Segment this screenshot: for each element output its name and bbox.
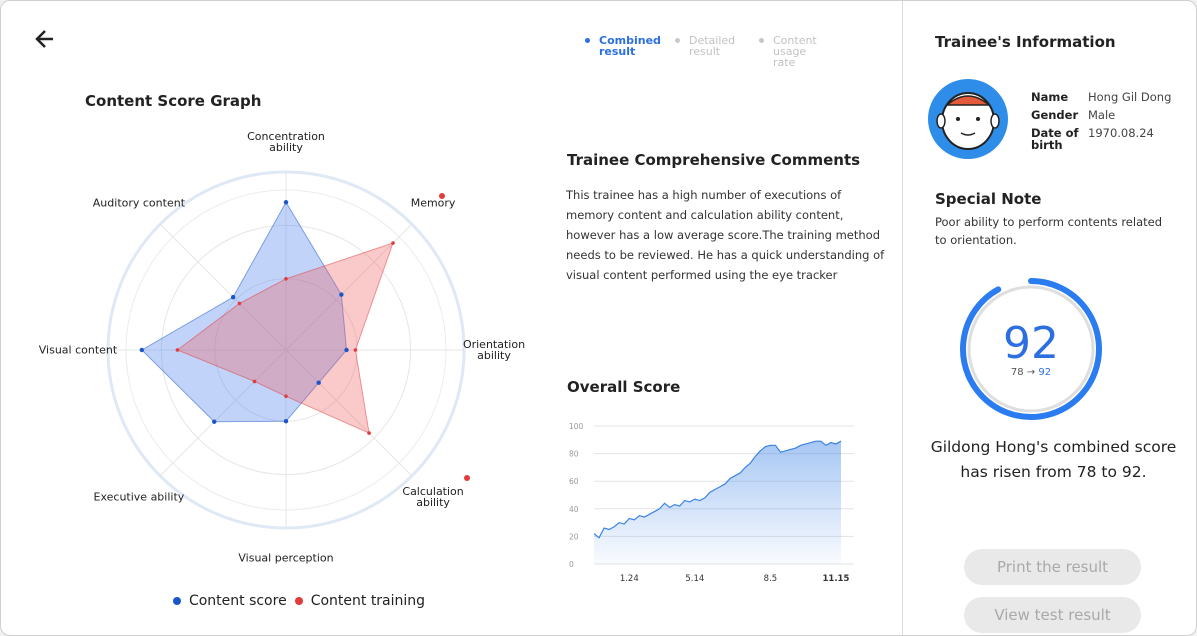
tab-dot — [675, 38, 680, 43]
info-value: 1970.08.24 — [1088, 127, 1154, 151]
radar-point — [354, 348, 358, 352]
radar-point — [284, 419, 288, 423]
legend-item: Content training — [295, 591, 425, 611]
info-title: Trainee's Information — [935, 33, 1116, 51]
page: 0 20 40 60 80 100 1.24 5.14 8.5 11.15 Content Sco… — [0, 0, 1197, 636]
tab[interactable]: Detailed result — [689, 35, 747, 57]
legend-label: Content training — [311, 591, 425, 611]
info-label: Name — [1031, 91, 1088, 103]
legend-dot — [295, 597, 303, 605]
score-to: 92 — [1038, 367, 1051, 378]
legend: Content score Content training — [1, 591, 597, 611]
y-tick-label: 80 — [569, 450, 579, 459]
radar-point — [317, 381, 321, 385]
x-tick-label: 8.5 — [764, 574, 778, 584]
score-change: 78 → 92 — [981, 367, 1081, 378]
legend-item: Content score — [173, 591, 287, 611]
y-tick-label: 60 — [569, 477, 579, 486]
radar-point — [176, 348, 180, 352]
score-summary: Gildong Hong's combined score has risen … — [921, 435, 1186, 485]
note-text: Poor ability to perform contents related… — [935, 213, 1165, 249]
info-label: Gender — [1031, 109, 1088, 121]
radar-label: Calculation ability — [385, 486, 481, 508]
y-tick-label: 40 — [569, 505, 579, 514]
radar-point — [253, 380, 257, 384]
score-value: 92 — [981, 319, 1081, 369]
radar-point — [284, 200, 288, 204]
radar-point — [284, 277, 288, 281]
line-title: Overall Score — [567, 378, 680, 396]
radar-point — [391, 241, 395, 245]
radar-point — [212, 420, 216, 424]
tab-dot — [759, 38, 764, 43]
info-value: Hong Gil Dong — [1088, 91, 1171, 103]
x-tick-label: 11.15 — [823, 574, 850, 584]
radar-point — [284, 394, 288, 398]
radar-point — [344, 348, 348, 352]
y-tick-label: 0 — [569, 560, 574, 569]
tab[interactable]: Content usage rate — [773, 35, 831, 68]
x-tick-label: 5.14 — [685, 574, 704, 584]
radar-point — [367, 431, 371, 435]
radar-title: Content Score Graph — [85, 92, 261, 110]
x-tick-label: 1.24 — [620, 574, 639, 584]
radar-label: Visual content — [30, 345, 126, 356]
view-button[interactable]: View test result — [964, 597, 1141, 633]
radar-point — [231, 295, 235, 299]
radar-label: Visual perception — [238, 553, 334, 564]
comments-text: This trainee has a high number of execut… — [566, 185, 888, 285]
radar-point — [140, 348, 144, 352]
info-value: Male — [1088, 109, 1115, 121]
comments-title: Trainee Comprehensive Comments — [567, 151, 860, 169]
print-button[interactable]: Print the result — [964, 549, 1141, 585]
note-title: Special Note — [935, 190, 1041, 208]
tab[interactable]: Combined result — [599, 35, 657, 57]
score-from: 78 — [1011, 367, 1024, 378]
back-arrow[interactable] — [37, 31, 53, 47]
y-tick-label: 100 — [569, 422, 584, 431]
radar-label: Memory — [385, 197, 481, 208]
info-label: Date of birth — [1031, 127, 1088, 151]
radar-label: Auditory content — [91, 197, 187, 208]
radar-label: Orientation ability — [446, 339, 542, 361]
y-tick-label: 20 — [569, 532, 579, 541]
legend-label: Content score — [189, 591, 287, 611]
legend-dot — [173, 597, 181, 605]
area-fill — [594, 441, 841, 564]
tab-dot — [585, 38, 590, 43]
radar-point — [238, 302, 242, 306]
radar-point — [339, 292, 343, 296]
radar-label: Executive ability — [91, 492, 187, 503]
radar-label: Concentration ability — [238, 131, 334, 153]
alert-dot — [464, 475, 470, 481]
